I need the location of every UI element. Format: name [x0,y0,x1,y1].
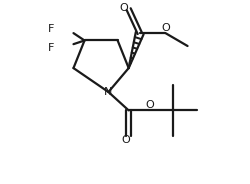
Text: N: N [104,87,113,97]
Text: F: F [48,24,54,34]
Text: O: O [161,23,170,33]
Text: O: O [120,3,128,13]
Text: O: O [122,135,130,145]
Text: F: F [48,43,54,53]
Text: O: O [146,100,154,110]
